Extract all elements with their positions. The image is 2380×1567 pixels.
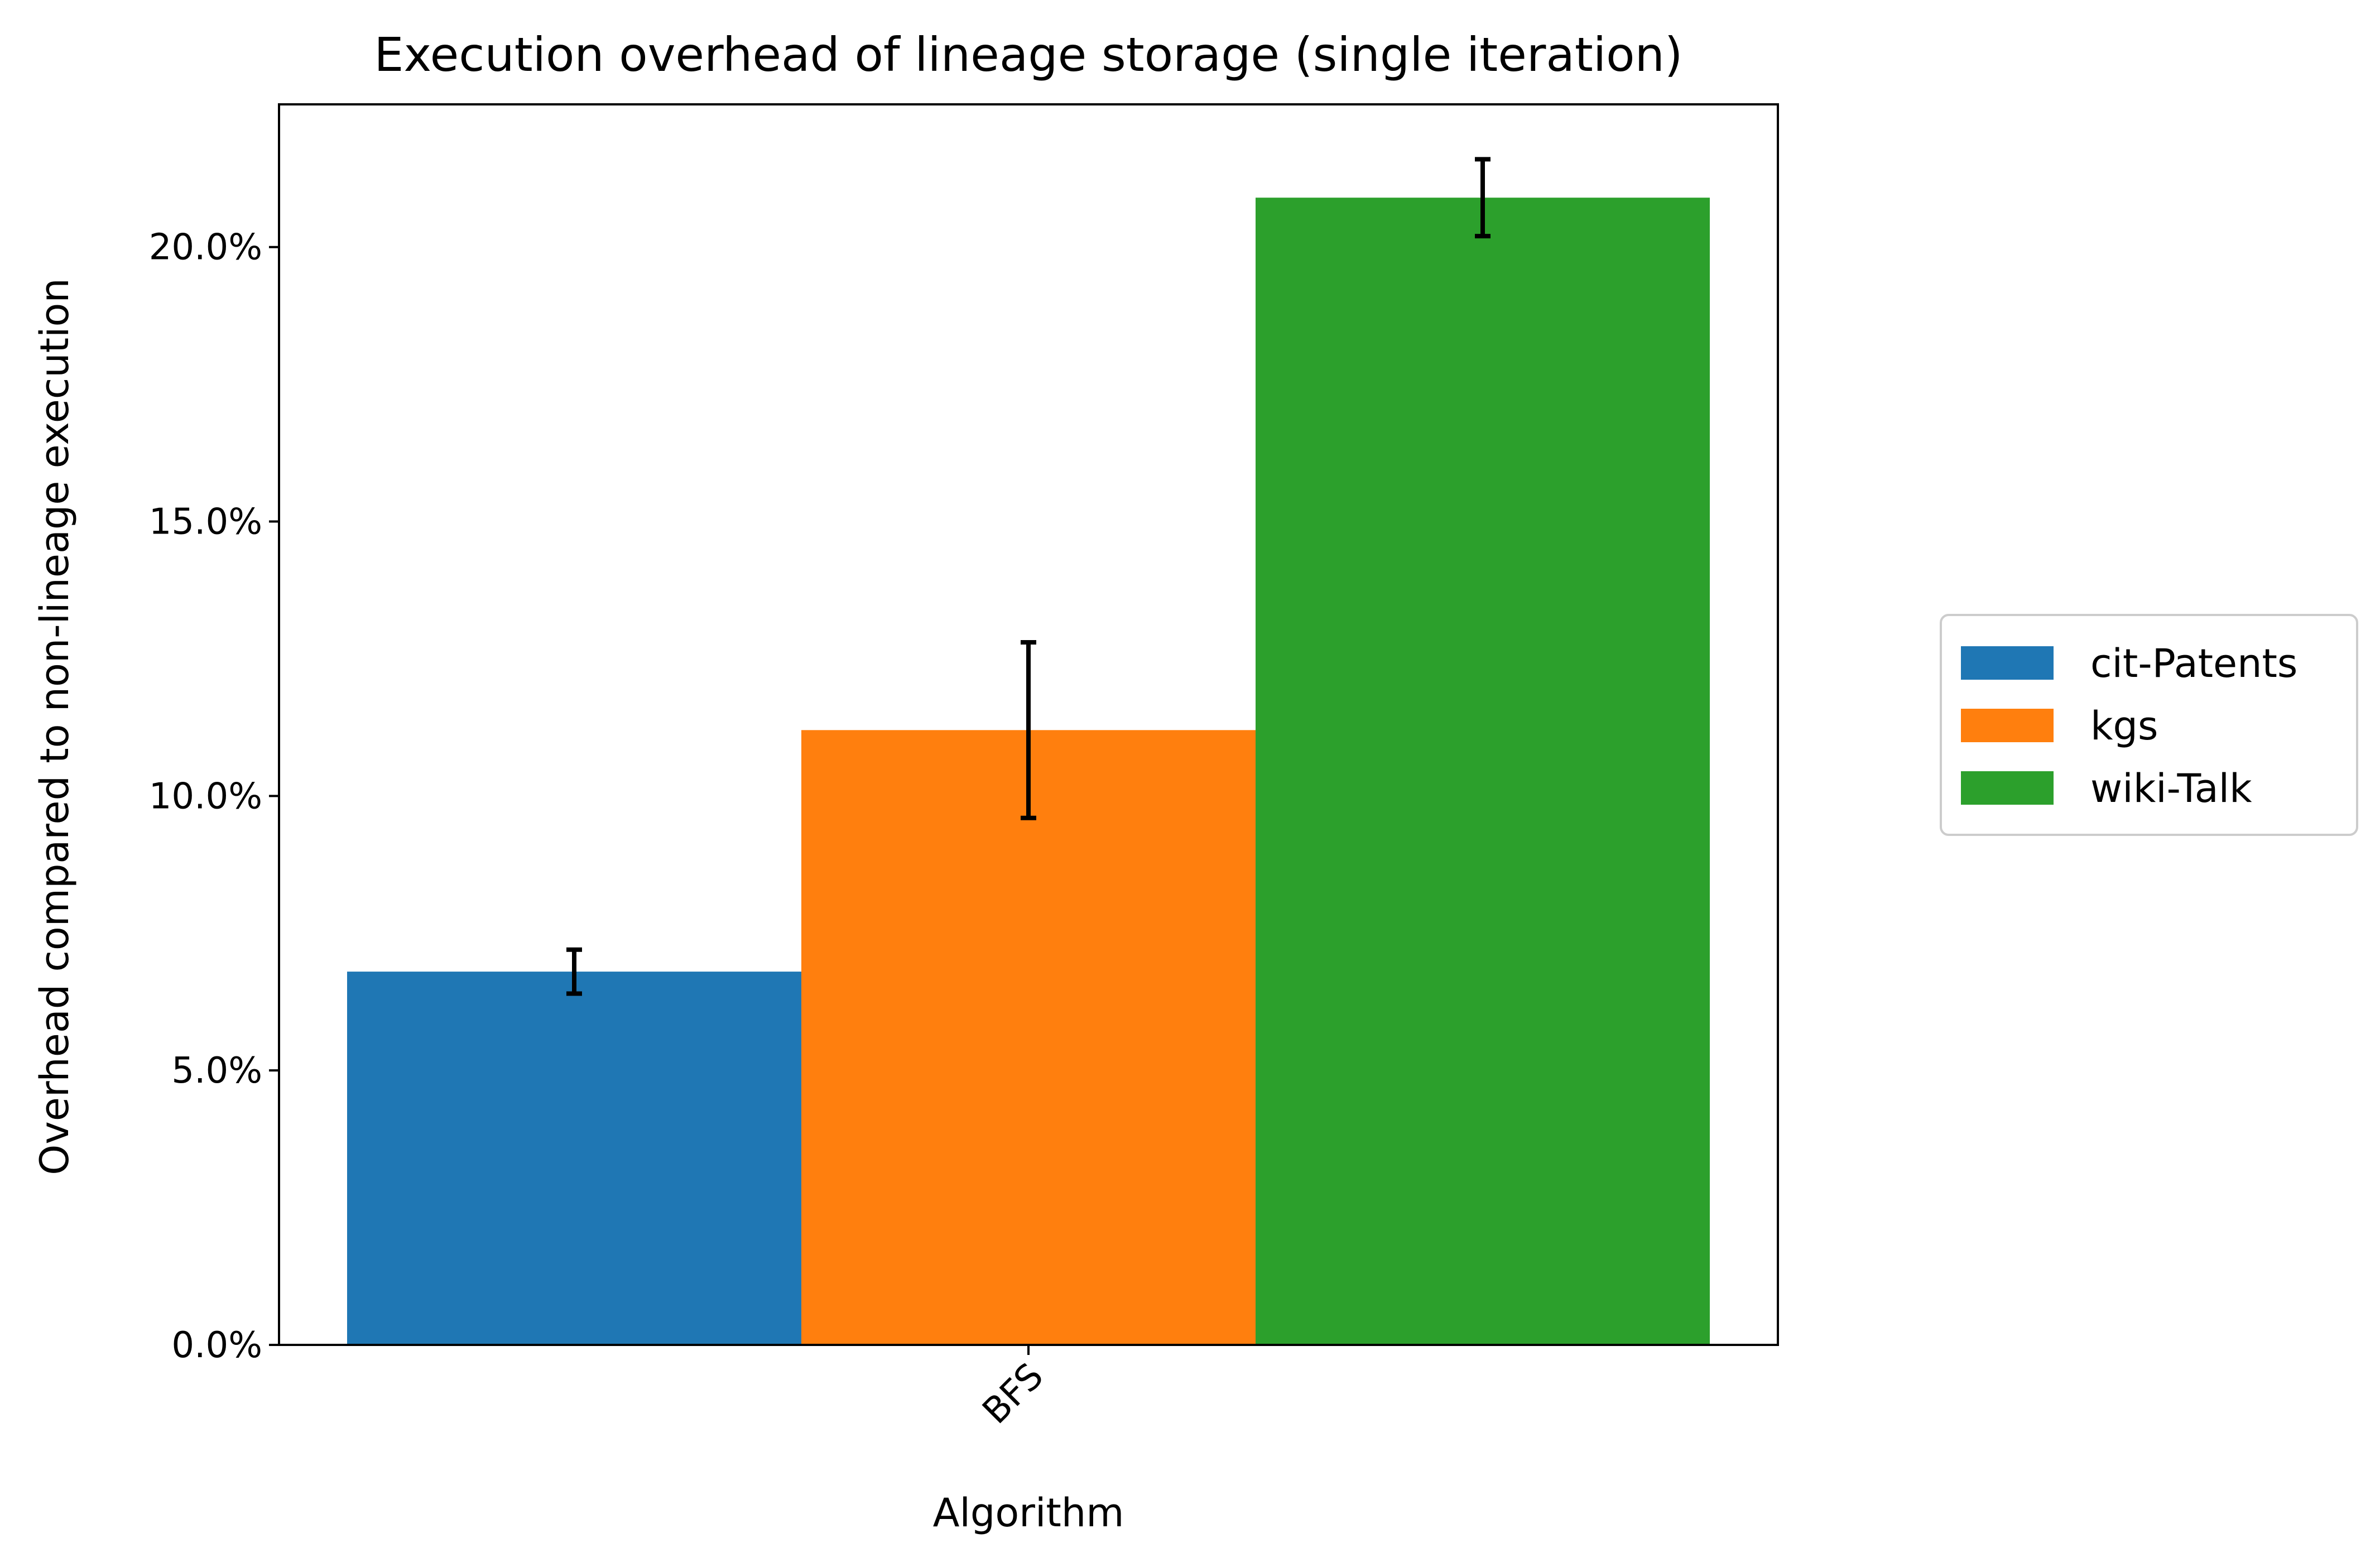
- error-bar-kgs: [1021, 640, 1036, 820]
- legend-swatch-cit-Patents: [1961, 646, 2054, 680]
- x-axis-label: Algorithm: [933, 1490, 1124, 1536]
- bar-wiki-Talk: [1256, 198, 1710, 1345]
- chart-title: Execution overhead of lineage storage (s…: [374, 27, 1682, 82]
- bar-cit-Patents: [347, 972, 801, 1345]
- y-axis-label: Overhead compared to non-lineage executi…: [32, 278, 78, 1175]
- error-bar-cit-Patents: [566, 947, 582, 996]
- legend-swatch-kgs: [1961, 709, 2054, 742]
- y-tick-label: 0.0%: [171, 1325, 262, 1366]
- legend: cit-Patents kgs wiki-Talk: [1940, 614, 2358, 836]
- legend-label-wiki-Talk: wiki-Talk: [2090, 766, 2252, 811]
- legend-label-kgs: kgs: [2090, 703, 2158, 749]
- legend-swatch-wiki-Talk: [1961, 771, 2054, 805]
- y-tick-label: 15.0%: [149, 502, 262, 543]
- y-tick-label: 5.0%: [171, 1050, 262, 1092]
- bar-kgs: [801, 730, 1256, 1345]
- y-tick-label: 10.0%: [149, 776, 262, 817]
- plot-area: 0.0%5.0%10.0%15.0%20.0%BFS: [149, 103, 1779, 1432]
- legend-label-cit-Patents: cit-Patents: [2090, 641, 2297, 686]
- y-tick-label: 20.0%: [149, 227, 262, 268]
- error-bar-wiki-Talk: [1475, 157, 1490, 239]
